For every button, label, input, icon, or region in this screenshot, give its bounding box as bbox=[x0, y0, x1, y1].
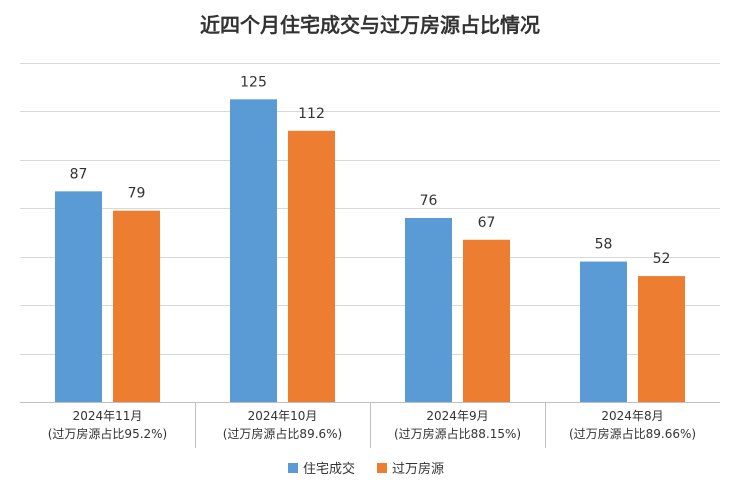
data-label: 67 bbox=[478, 215, 496, 231]
data-labels: 87 79 125 112 76 67 58 52 bbox=[70, 74, 671, 267]
bar bbox=[288, 130, 335, 403]
legend-swatch bbox=[377, 463, 387, 473]
x-tick-label: (过万房源占比88.15%) bbox=[394, 426, 521, 441]
data-label: 87 bbox=[70, 166, 88, 182]
bar bbox=[463, 239, 510, 402]
legend: 住宅成交 过万房源 bbox=[288, 461, 444, 477]
legend-swatch bbox=[288, 463, 298, 473]
bar bbox=[230, 99, 277, 403]
data-label: 76 bbox=[420, 193, 438, 209]
bar bbox=[55, 191, 102, 402]
x-tick-label: 2024年8月 bbox=[601, 409, 663, 423]
bars bbox=[55, 99, 685, 403]
x-axis: 2024年11月 (过万房源占比95.2%) 2024年10月 (过万房源占比89.6… bbox=[20, 402, 720, 448]
legend-label: 住宅成交 bbox=[303, 461, 355, 477]
bar bbox=[405, 217, 452, 402]
bar bbox=[113, 210, 160, 402]
data-label: 79 bbox=[128, 186, 146, 202]
data-label: 52 bbox=[653, 251, 671, 267]
chart-title: 近四个月住宅成交与过万房源占比情况 bbox=[200, 13, 540, 37]
legend-label: 过万房源 bbox=[392, 461, 444, 477]
bar bbox=[580, 261, 627, 402]
data-label: 112 bbox=[298, 106, 325, 122]
x-tick-label: (过万房源占比95.2%) bbox=[48, 426, 168, 441]
x-tick-label: 2024年10月 bbox=[248, 409, 318, 423]
data-label: 58 bbox=[595, 237, 613, 253]
x-tick-label: 2024年11月 bbox=[73, 409, 143, 423]
x-tick-label: (过万房源占比89.6%) bbox=[223, 426, 343, 441]
data-label: 125 bbox=[240, 74, 267, 90]
x-tick-label: (过万房源占比89.66%) bbox=[569, 426, 696, 441]
x-tick-label: 2024年9月 bbox=[426, 409, 488, 423]
bar bbox=[638, 276, 685, 402]
